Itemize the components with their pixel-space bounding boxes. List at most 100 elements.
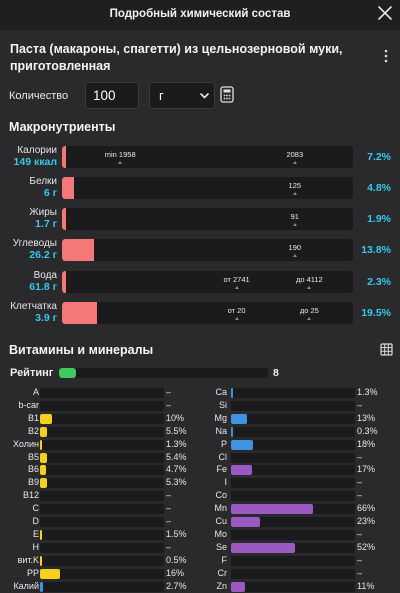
nutrient-row: Калий 2.7%: [0, 581, 400, 592]
nutrient-name: I: [224, 477, 227, 488]
calculator-button[interactable]: [220, 86, 234, 103]
nutrient-row: Se 52%: [0, 542, 400, 553]
nutrient-name: b-car: [18, 399, 39, 410]
macro-value: 26.2 г: [29, 249, 57, 261]
nutrient-percent: –: [357, 490, 363, 501]
macro-bar: 190: [62, 239, 353, 261]
nutrient-bar: [231, 465, 355, 476]
macro-bar-fill: [62, 271, 66, 293]
nutrient-bar: [231, 517, 355, 527]
macro-bar-fill: [62, 302, 97, 324]
nutrient-name: Si: [218, 399, 227, 410]
dialog-title: Подробный химический состав: [109, 8, 291, 20]
nutrient-percent: –: [357, 399, 363, 410]
nutrient-percent: 13%: [357, 412, 376, 423]
nutrient-row: Холин 1.3%: [0, 439, 400, 450]
nutrient-row: вит.K 0.5%: [0, 555, 400, 566]
macro-row: Клетчатка 3.9 г от 20 до 25 19.5%: [0, 301, 400, 331]
macro-percent: 7.2%: [367, 151, 391, 163]
nutrient-row: F –: [0, 555, 400, 566]
macro-norm-label: до 25: [299, 306, 319, 315]
nutrient-bar: [231, 568, 355, 579]
macro-bar: 91: [62, 208, 353, 230]
nutrient-bar: [231, 555, 355, 566]
nutrient-percent: 0.3%: [357, 425, 378, 436]
nutrient-name: A: [32, 387, 39, 397]
nutrient-row: B1 10%: [0, 413, 400, 424]
nutrient-bar-fill: [231, 517, 260, 527]
nutrient-row: I –: [0, 477, 400, 489]
nutrient-bar-fill: [231, 413, 247, 424]
nutrient-name: Mg: [214, 412, 227, 423]
nutrient-percent: 18%: [357, 438, 376, 449]
macro-value: 1.7 г: [35, 218, 57, 230]
nutrient-percent: 4.7%: [166, 464, 187, 475]
macro-percent: 1.9%: [367, 213, 391, 225]
nutrient-bar: [231, 426, 355, 437]
nutrient-percent: 66%: [357, 503, 376, 514]
nutrient-percent: –: [357, 528, 363, 539]
nutrient-percent: 0.5%: [166, 554, 187, 565]
nutrient-percent: –: [357, 477, 363, 488]
nutrient-name: B12: [22, 490, 39, 501]
unit-select[interactable]: г: [149, 82, 215, 109]
nutrient-bar-fill: [40, 426, 47, 437]
macro-norm-tick: [292, 192, 297, 195]
macro-norm-tick: [234, 286, 239, 289]
nutrient-percent: 23%: [357, 516, 376, 526]
nutrient-name: Na: [215, 425, 227, 436]
nutrient-row: PP 16%: [0, 568, 400, 579]
nutrient-row: Mg 13%: [0, 413, 400, 424]
macro-bar-fill: [62, 208, 66, 230]
nutrient-bar: [231, 388, 355, 398]
quantity-input[interactable]: [85, 82, 139, 109]
nutrient-percent: –: [166, 399, 172, 410]
table-view-button[interactable]: [380, 343, 393, 356]
nutrient-bar: [40, 426, 164, 437]
macro-percent: 2.3%: [367, 276, 391, 288]
kebab-menu-icon: [384, 49, 388, 63]
macro-row: Калории 149 ккал min 1958 2083 7.2%: [0, 145, 400, 175]
nutrient-bar: [40, 555, 164, 566]
nutrient-name: B6: [27, 464, 39, 475]
nutrient-percent: 5.3%: [166, 477, 187, 488]
nutrient-row: B2 5.5%: [0, 426, 400, 437]
nutrient-bar: [40, 452, 164, 463]
chevron-down-icon: [200, 93, 209, 99]
nutrient-bar-fill: [231, 465, 252, 476]
macro-value: 149 ккал: [13, 156, 57, 168]
macro-name: Жиры: [29, 207, 57, 218]
nutrient-row: Mo –: [0, 529, 400, 540]
nutrient-row: Na 0.3%: [0, 426, 400, 437]
nutrient-name: B9: [27, 477, 39, 488]
macro-name: Вода: [33, 270, 57, 281]
nutrient-bar-fill: [40, 439, 42, 450]
nutrient-name: Fe: [216, 464, 227, 475]
nutrient-name: E: [32, 528, 39, 539]
nutrient-row: D –: [0, 516, 400, 527]
nutrient-percent: 16%: [166, 567, 185, 578]
macro-norm-tick: [292, 254, 297, 257]
nutrient-name: Cu: [215, 516, 227, 526]
nutrient-bar-fill: [40, 581, 43, 592]
nutrient-percent: 10%: [166, 412, 185, 423]
macro-norm-tick: [234, 317, 239, 320]
nutrient-bar-fill: [40, 465, 46, 476]
more-options-button[interactable]: [380, 47, 392, 65]
quantity-label: Количество: [9, 90, 69, 102]
nutrient-percent: –: [166, 516, 172, 526]
macro-norm-tick: [292, 161, 297, 164]
nutrient-bar: [40, 478, 164, 489]
nutrient-percent: 11%: [357, 580, 375, 591]
nutrient-bar: [231, 529, 355, 540]
rating-bar-fill: [59, 368, 76, 378]
nutrient-percent: 1.3%: [357, 387, 378, 397]
macros-section-title: Макронутриенты: [9, 120, 116, 134]
nutrient-row: B6 4.7%: [0, 464, 400, 476]
nutrient-percent: 1.5%: [166, 528, 187, 539]
macro-bar: 125: [62, 177, 353, 199]
close-button[interactable]: [376, 4, 394, 22]
unit-select-value: г: [159, 88, 164, 103]
macro-value: 3.9 г: [35, 312, 57, 324]
nutrient-name: Mo: [214, 528, 227, 539]
